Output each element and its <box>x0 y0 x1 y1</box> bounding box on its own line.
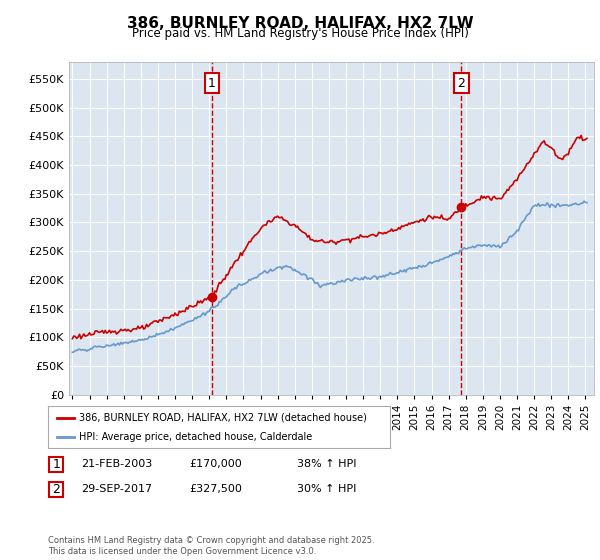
Text: £170,000: £170,000 <box>189 459 242 469</box>
Text: HPI: Average price, detached house, Calderdale: HPI: Average price, detached house, Cald… <box>79 432 312 442</box>
FancyBboxPatch shape <box>49 457 64 472</box>
Text: 2: 2 <box>52 483 61 496</box>
FancyBboxPatch shape <box>49 482 64 497</box>
Text: 21-FEB-2003: 21-FEB-2003 <box>81 459 152 469</box>
Text: 2: 2 <box>458 77 466 90</box>
Text: £327,500: £327,500 <box>189 484 242 494</box>
Text: 29-SEP-2017: 29-SEP-2017 <box>81 484 152 494</box>
Text: Contains HM Land Registry data © Crown copyright and database right 2025.
This d: Contains HM Land Registry data © Crown c… <box>48 536 374 556</box>
Text: 386, BURNLEY ROAD, HALIFAX, HX2 7LW: 386, BURNLEY ROAD, HALIFAX, HX2 7LW <box>127 16 473 31</box>
Text: 38% ↑ HPI: 38% ↑ HPI <box>297 459 356 469</box>
Text: 1: 1 <box>208 77 216 90</box>
Text: 1: 1 <box>52 458 61 471</box>
Text: 386, BURNLEY ROAD, HALIFAX, HX2 7LW (detached house): 386, BURNLEY ROAD, HALIFAX, HX2 7LW (det… <box>79 413 367 423</box>
Text: 30% ↑ HPI: 30% ↑ HPI <box>297 484 356 494</box>
Text: Price paid vs. HM Land Registry's House Price Index (HPI): Price paid vs. HM Land Registry's House … <box>131 27 469 40</box>
